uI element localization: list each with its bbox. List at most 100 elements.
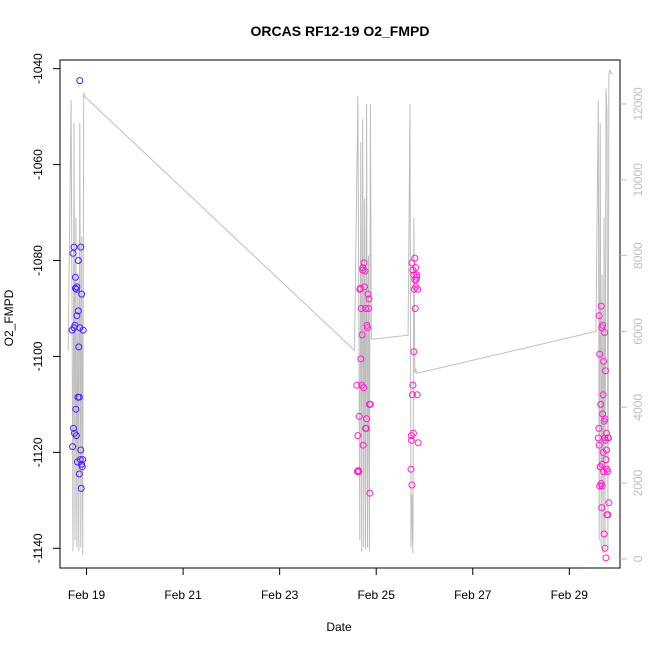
- y-tick-label: -1060: [31, 149, 45, 180]
- data-point: [595, 441, 603, 449]
- data-point: [69, 249, 77, 257]
- data-point: [407, 432, 415, 440]
- plot-frame: [59, 59, 621, 569]
- y-tick-label: -1080: [31, 245, 45, 276]
- data-point: [600, 530, 608, 538]
- x-tick-label: Feb 19: [68, 588, 106, 602]
- data-point: [602, 554, 610, 562]
- data-point: [363, 415, 371, 423]
- y-tick-label: -1140: [31, 533, 45, 563]
- data-point: [601, 544, 609, 552]
- data-point: [602, 367, 609, 375]
- x-tick-label: Feb 27: [454, 588, 492, 602]
- data-point: [77, 243, 85, 251]
- data-point: [407, 465, 415, 473]
- data-point: [597, 400, 605, 408]
- data-point: [600, 357, 608, 365]
- data-point: [357, 355, 365, 363]
- data-point: [366, 400, 374, 408]
- data-point: [78, 460, 86, 468]
- data-point: [77, 446, 85, 454]
- data-point: [364, 290, 372, 298]
- data-point: [69, 443, 77, 451]
- data-point: [357, 305, 365, 312]
- data-point: [603, 446, 610, 454]
- data-point: [353, 381, 361, 389]
- chart-title: ORCAS RF12-19 O2_FMPD: [251, 23, 430, 39]
- x-axis: Feb 19 Feb 21 Feb 23 Feb 25 Feb 27 Feb 29: [68, 567, 589, 602]
- y-axis: -1140 -1120 -1100 -1080 -1060 -1040: [31, 53, 60, 563]
- y-axis-label: O2_FMPD: [2, 289, 16, 346]
- data-point: [359, 266, 367, 274]
- data-point: [72, 432, 80, 440]
- data-point: [355, 412, 363, 420]
- data-point: [354, 432, 362, 440]
- data-point: [605, 499, 613, 507]
- y2-tick-label: 6000: [631, 318, 645, 345]
- data-point: [410, 348, 418, 356]
- y-tick-label: -1100: [31, 341, 45, 371]
- data-point: [71, 284, 79, 292]
- data-point: [413, 273, 421, 281]
- data-point: [596, 350, 604, 358]
- y2-tick-label: 10000: [631, 163, 645, 197]
- data-point: [413, 391, 421, 399]
- data-point: [358, 381, 366, 389]
- data-point: [353, 468, 361, 476]
- data-point: [601, 329, 609, 336]
- data-point: [75, 470, 83, 478]
- x-axis-label: Date: [326, 620, 352, 634]
- data-point: [359, 441, 367, 449]
- data-point: [77, 484, 85, 492]
- x-tick-label: Feb 21: [164, 588, 202, 602]
- data-point: [597, 302, 605, 310]
- x-tick-label: Feb 25: [358, 588, 396, 602]
- y-tick-label: -1120: [31, 437, 45, 467]
- data-point: [602, 436, 609, 444]
- data-point: [362, 424, 370, 432]
- secondary-y-axis: 0 2000 4000 6000 8000 10000 12000: [620, 87, 645, 562]
- data-point: [75, 343, 83, 351]
- data-point: [361, 283, 369, 291]
- y2-tick-label: 0: [631, 555, 645, 562]
- data-point: [599, 321, 607, 329]
- data-point: [407, 436, 415, 444]
- data-point: [75, 393, 83, 401]
- data-point: [600, 417, 608, 425]
- data-point: [598, 460, 606, 468]
- data-point: [366, 489, 374, 497]
- data-point: [600, 468, 608, 476]
- data-point: [74, 257, 82, 264]
- x-tick-label: Feb 29: [551, 588, 589, 602]
- data-point: [72, 405, 80, 413]
- data-point: [604, 511, 612, 519]
- data-point: [604, 434, 612, 442]
- data-point: [595, 424, 603, 432]
- data-point: [364, 324, 371, 332]
- y-tick-label: -1040: [31, 53, 45, 84]
- data-point: [412, 283, 420, 291]
- data-point: [78, 290, 86, 298]
- secondary-series-line: [67, 69, 613, 556]
- data-point: [70, 424, 77, 432]
- data-point: [408, 481, 416, 489]
- data-point: [362, 305, 370, 312]
- data-point: [603, 429, 610, 437]
- data-point: [598, 504, 606, 512]
- data-point: [360, 259, 368, 267]
- data-point: [411, 305, 419, 312]
- data-point: [603, 468, 611, 476]
- data-point: [599, 391, 607, 399]
- data-point: [409, 266, 417, 274]
- data-point: [70, 243, 78, 251]
- data-point: [408, 259, 416, 267]
- data-point: [409, 381, 417, 389]
- data-point: [76, 324, 84, 332]
- data-point: [74, 307, 82, 315]
- data-point: [71, 273, 79, 281]
- y2-tick-label: 2000: [631, 469, 645, 496]
- data-point: [76, 77, 84, 85]
- data-point: [365, 295, 373, 303]
- secondary-series-layer: [67, 69, 613, 556]
